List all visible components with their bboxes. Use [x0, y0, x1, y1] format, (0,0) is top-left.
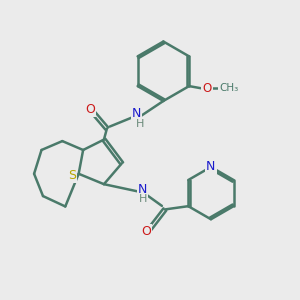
Text: N: N [132, 107, 141, 120]
Text: N: N [138, 183, 147, 196]
Text: O: O [85, 103, 95, 116]
Text: H: H [138, 194, 147, 204]
Text: O: O [202, 82, 212, 95]
Text: S: S [68, 169, 76, 182]
Text: O: O [142, 225, 152, 238]
Text: N: N [206, 160, 216, 173]
Text: CH₃: CH₃ [219, 83, 238, 94]
Text: H: H [136, 119, 144, 129]
